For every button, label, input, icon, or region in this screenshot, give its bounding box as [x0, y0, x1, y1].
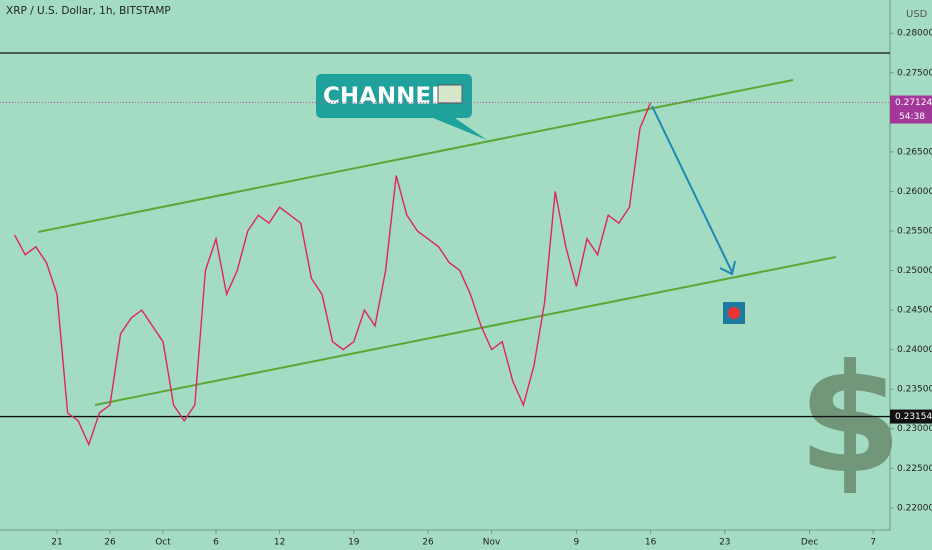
callout-icon — [437, 84, 463, 104]
y-tick-label: 0.24000 — [897, 345, 932, 355]
x-tick-label: Oct — [155, 538, 171, 548]
x-tick-label: 21 — [51, 538, 62, 548]
y-tick-label: 0.23500 — [897, 385, 932, 395]
y-tick-label: 0.26000 — [897, 187, 932, 197]
y-tick-label: 0.25000 — [897, 266, 932, 276]
channel-callout: CHANNEL — [316, 74, 487, 140]
x-tick-label: 12 — [274, 538, 285, 548]
x-tick-label: 19 — [348, 538, 360, 548]
x-tick-label: 6 — [213, 538, 219, 548]
dollar-sign: $ — [798, 333, 902, 507]
y-tick-label: 0.25500 — [897, 226, 932, 236]
channel-upper — [37, 79, 794, 233]
y-tick-label: 0.28000 — [897, 29, 932, 39]
x-tick-label: Dec — [801, 538, 818, 548]
y-tick-label: 0.23000 — [897, 424, 932, 434]
explosion-core — [728, 307, 740, 319]
y-tick-label: 0.24500 — [897, 306, 932, 316]
y-tick-label: 0.27500 — [897, 68, 932, 78]
level-label: 0.23154 — [895, 412, 932, 422]
x-tick-label: Nov — [483, 538, 501, 548]
forecast-arrow — [651, 105, 733, 273]
price-line — [13, 102, 652, 447]
x-tick-label: 9 — [574, 538, 580, 548]
callout-text: CHANNEL — [323, 84, 446, 110]
x-tick-label: 26 — [422, 538, 434, 548]
x-tick-label: 7 — [870, 538, 876, 548]
level-tag — [890, 409, 932, 424]
last-price-label: 0.27124 — [895, 98, 932, 108]
channel-lower — [94, 256, 837, 406]
chart-title: XRP / U.S. Dollar, 1h, BITSTAMP — [6, 5, 171, 17]
last-price-tag — [890, 95, 932, 124]
y-tick-label: 0.26500 — [897, 147, 932, 157]
countdown: 54:38 — [899, 112, 925, 122]
currency-label: USD — [906, 9, 928, 20]
y-tick-label: 0.22500 — [897, 464, 932, 474]
x-tick-label: 16 — [645, 538, 657, 548]
x-tick-label: 26 — [104, 538, 116, 548]
forecast-arrowhead — [719, 260, 736, 276]
y-tick-label: 0.22000 — [897, 503, 932, 513]
x-tick-label: 23 — [719, 538, 730, 548]
